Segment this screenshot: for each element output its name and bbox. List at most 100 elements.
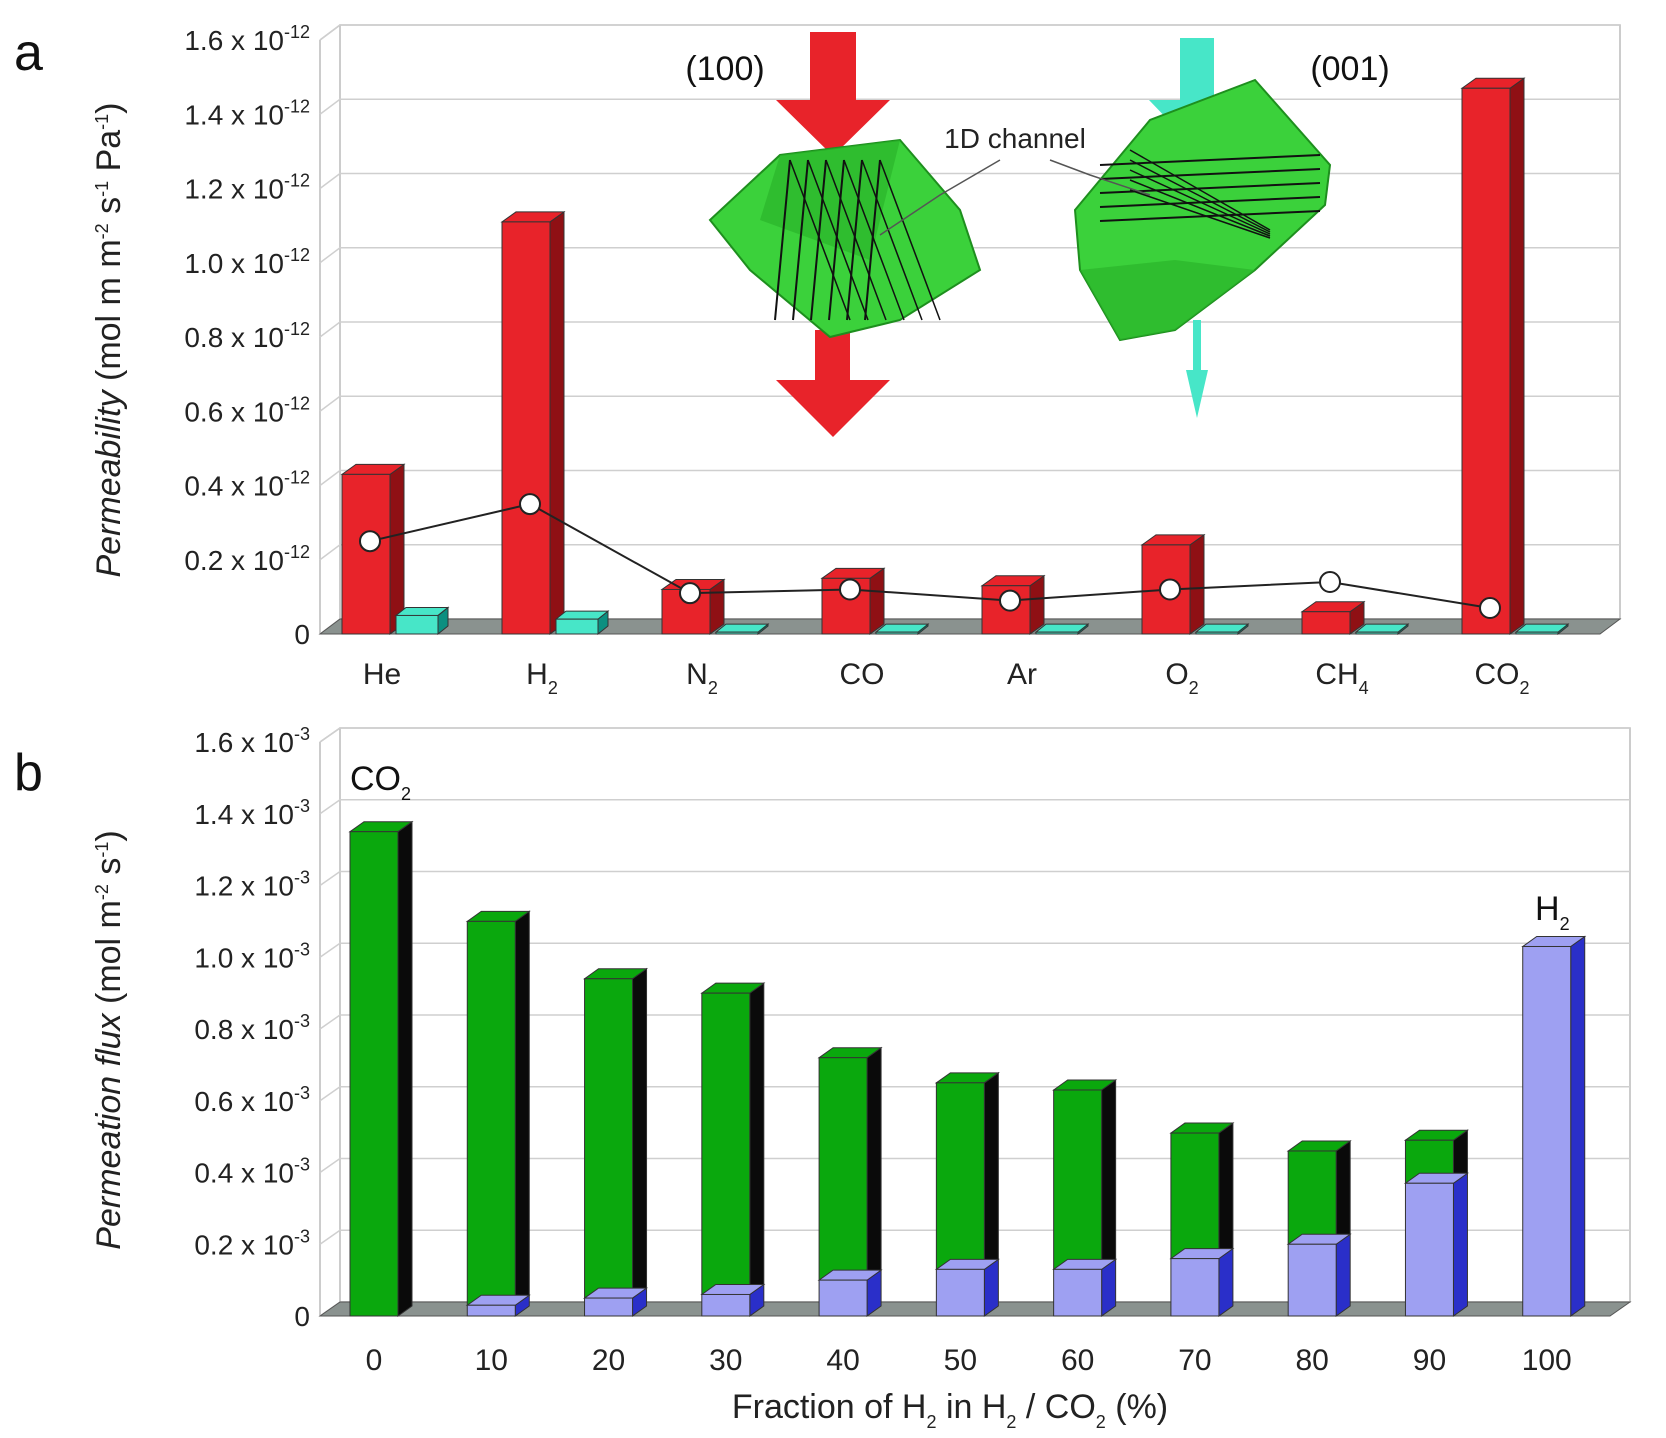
tick-base: CO bbox=[840, 658, 885, 691]
y-tick-label: 0.4 x 10-3 bbox=[194, 1155, 310, 1189]
y-axis-sup: -1 bbox=[92, 842, 112, 858]
bar-side bbox=[1218, 1122, 1234, 1260]
tick-base: CH bbox=[1315, 658, 1358, 691]
channel-line bbox=[1099, 210, 1321, 222]
channel-line bbox=[879, 159, 941, 321]
x-tick-label: 100 bbox=[1522, 1344, 1572, 1377]
bar-front bbox=[935, 1082, 985, 1270]
bar-(001)-oriented bbox=[1354, 623, 1410, 636]
ratio-point bbox=[359, 530, 381, 553]
bar-side bbox=[549, 210, 565, 635]
bar-top bbox=[874, 623, 930, 633]
x-axis-text: (%) bbox=[1106, 1388, 1168, 1426]
bar-front bbox=[584, 1297, 634, 1317]
x-tick-label: CO bbox=[840, 658, 885, 691]
bar-front bbox=[466, 1304, 516, 1317]
bar-front bbox=[701, 992, 751, 1295]
channel-line bbox=[807, 159, 869, 321]
bar-front bbox=[1195, 631, 1239, 635]
bar-front bbox=[1053, 1089, 1103, 1270]
panel-b: 00.2 x 10-30.4 x 10-30.6 x 10-30.8 x 10-… bbox=[14, 724, 1632, 1432]
x-tick-label: CH4 bbox=[1315, 658, 1368, 698]
ratio-point bbox=[679, 582, 701, 605]
bar-(100)-oriented bbox=[500, 210, 566, 635]
ratio-line bbox=[369, 503, 1491, 609]
tick-base: 1.0 x 10 bbox=[194, 942, 294, 973]
tick-base: CO bbox=[1474, 658, 1519, 691]
bar-side bbox=[1452, 1172, 1468, 1317]
bar-H2 bbox=[817, 1269, 883, 1317]
bar-side bbox=[866, 1046, 882, 1282]
y-tick-label: 1.4 x 10-12 bbox=[184, 96, 310, 130]
tick-base: 1.2 x 10 bbox=[194, 871, 294, 902]
tick-exp: -3 bbox=[294, 1155, 310, 1175]
x-tick-label: 40 bbox=[826, 1344, 859, 1377]
tick-base: 1.0 x 10 bbox=[184, 248, 284, 279]
tick-sub: 2 bbox=[548, 678, 558, 698]
gridline bbox=[319, 172, 1620, 190]
bar-H2 bbox=[1169, 1247, 1235, 1317]
tick-base: 0.4 x 10 bbox=[184, 471, 284, 502]
bar-H2 bbox=[1403, 1172, 1470, 1317]
inset-channel-label: 1D channel bbox=[944, 123, 1086, 154]
tick-exp: -3 bbox=[294, 724, 310, 744]
panel-label: a bbox=[14, 24, 43, 82]
tick-exp: -12 bbox=[284, 22, 310, 42]
bar-H2 bbox=[1521, 935, 1587, 1317]
bar-CO2 bbox=[582, 967, 649, 1300]
bar-front bbox=[715, 631, 759, 635]
channel-line bbox=[828, 159, 845, 321]
bar-side bbox=[983, 1071, 999, 1271]
tick-base: 1.4 x 10 bbox=[194, 799, 294, 830]
bar-front bbox=[935, 1268, 985, 1317]
x-tick-label: Ar bbox=[1007, 658, 1037, 691]
gridline bbox=[319, 799, 1630, 815]
bar-side bbox=[514, 910, 530, 1307]
bar-front bbox=[1515, 631, 1559, 635]
x-axis-text: / CO bbox=[1016, 1388, 1095, 1426]
y-tick-label: 0.4 x 10-12 bbox=[184, 468, 310, 502]
channel-line bbox=[1129, 159, 1271, 233]
tick-exp: -3 bbox=[294, 1011, 310, 1031]
bar-side bbox=[869, 567, 885, 635]
bar-front bbox=[821, 577, 871, 635]
bar-front bbox=[1287, 1243, 1337, 1317]
bar-front bbox=[1522, 945, 1572, 1317]
bar-front bbox=[701, 1293, 751, 1317]
bar-(100)-oriented bbox=[1300, 600, 1366, 635]
x-axis-sub: 2 bbox=[1006, 1412, 1016, 1432]
bar-side bbox=[1189, 533, 1205, 635]
ratio-point bbox=[1159, 578, 1181, 601]
y-tick-label: 1.2 x 10-3 bbox=[194, 868, 310, 902]
y-axis-units: s bbox=[90, 858, 128, 884]
y-axis-units: ) bbox=[90, 830, 128, 841]
bar-side bbox=[1570, 935, 1586, 1317]
tick-exp: -12 bbox=[284, 245, 310, 265]
bar-(100)-oriented bbox=[1460, 77, 1526, 635]
ratio-point bbox=[839, 578, 861, 601]
y-axis-units: Pa bbox=[90, 130, 128, 181]
bar-(100)-oriented bbox=[820, 567, 886, 635]
bar-top bbox=[394, 606, 450, 616]
channel-line bbox=[810, 159, 827, 321]
y-axis-sup: -2 bbox=[92, 884, 112, 900]
gridline bbox=[319, 98, 1620, 115]
bar-H2 bbox=[700, 1283, 766, 1317]
bar-front bbox=[466, 920, 516, 1306]
annotation-base: H bbox=[1535, 890, 1560, 928]
crystal-001-face bbox=[1080, 260, 1255, 340]
tick-base: 1.6 x 10 bbox=[194, 727, 294, 758]
channel-line bbox=[843, 159, 905, 321]
bar-side bbox=[1509, 77, 1525, 635]
bar-front bbox=[818, 1279, 868, 1317]
annotation-base: CO bbox=[350, 760, 401, 798]
tick-exp: -12 bbox=[284, 468, 310, 488]
bar-H2 bbox=[582, 1287, 649, 1317]
bar-(001)-oriented bbox=[1194, 623, 1250, 636]
bar-front bbox=[1355, 631, 1399, 635]
bar-CO2 bbox=[934, 1071, 1000, 1271]
bar-CO2 bbox=[817, 1046, 883, 1282]
x-tick-label: He bbox=[363, 658, 401, 691]
gridline bbox=[319, 1086, 1630, 1102]
y-tick-label: 0.6 x 10-12 bbox=[184, 393, 310, 427]
